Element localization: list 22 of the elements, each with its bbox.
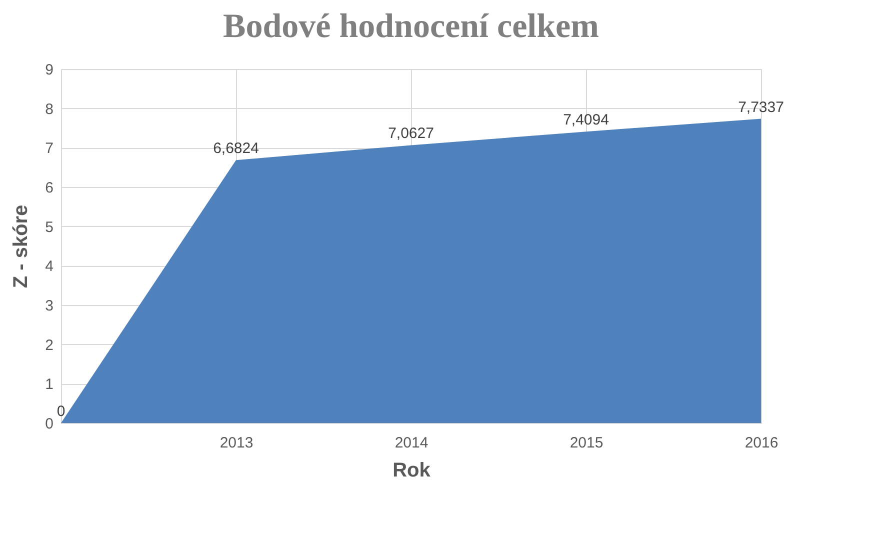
data-label: 7,4094 (563, 112, 609, 129)
y-tick-label: 2 (45, 336, 54, 354)
y-tick-label: 1 (45, 376, 54, 394)
y-tick-label: 4 (45, 258, 54, 276)
y-tick-label: 8 (45, 100, 54, 118)
y-tick-label: 7 (45, 140, 54, 158)
x-tick-label: 2014 (394, 434, 428, 452)
chart-title: Bodové hodnocení celkem (223, 8, 599, 45)
y-tick-label: 0 (45, 416, 54, 432)
x-tick-label: 2016 (744, 434, 778, 452)
y-tick-label: 5 (45, 218, 54, 236)
x-axis-title: Rok (392, 460, 432, 482)
y-axis-title: Z - skóre (10, 204, 32, 288)
y-tick-label: 9 (45, 62, 54, 78)
y-tick-label: 3 (45, 298, 54, 314)
y-tick-label: 6 (45, 180, 54, 196)
x-tick-label: 2015 (570, 434, 604, 452)
data-label: 0 (56, 403, 66, 420)
x-tick-label: 2013 (220, 434, 254, 452)
data-label: 6,6824 (213, 140, 259, 158)
data-label: 7,0627 (388, 125, 434, 142)
data-label: 7,7337 (738, 98, 784, 116)
